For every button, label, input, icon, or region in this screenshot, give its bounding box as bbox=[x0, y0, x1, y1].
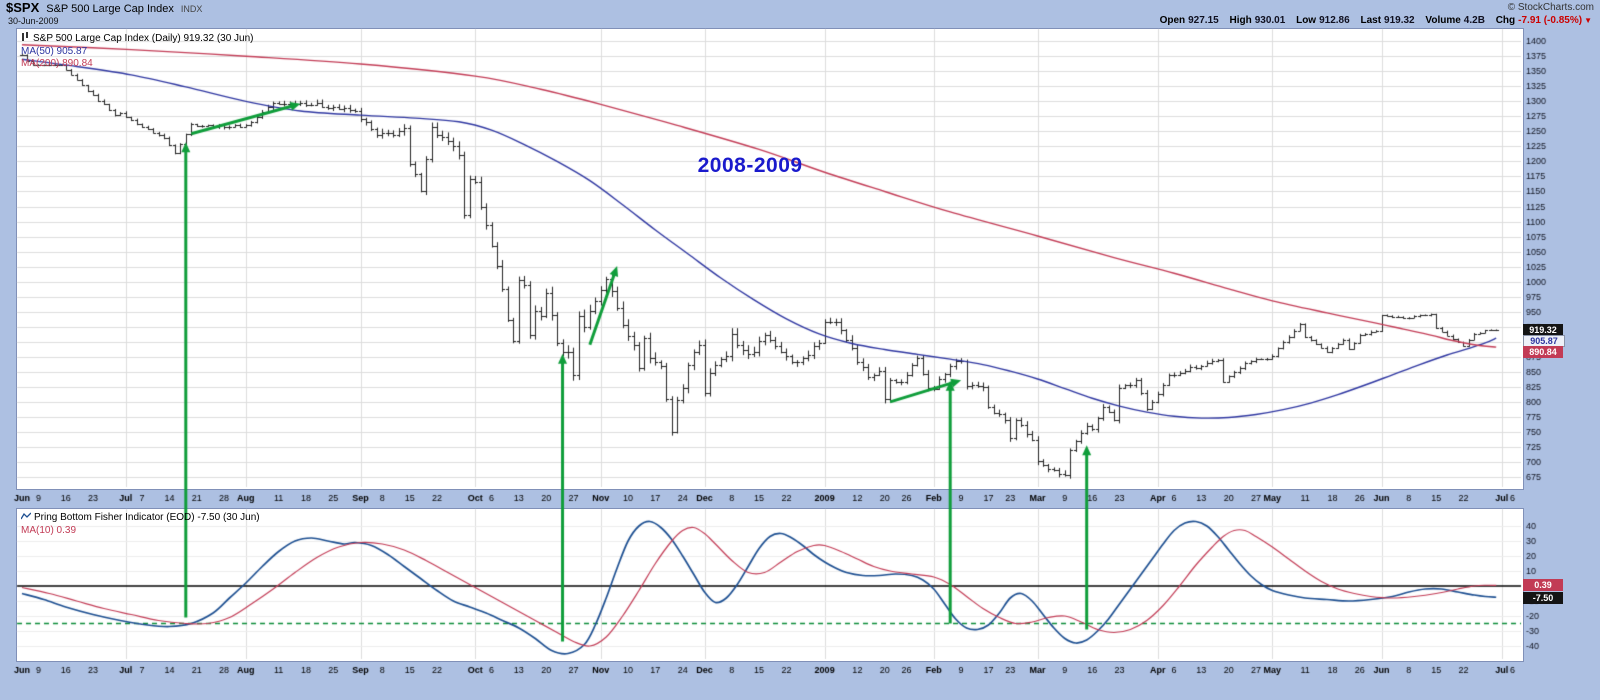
volume-label: Volume bbox=[1425, 15, 1461, 26]
price-legend-ma200: MA(200) 890.84 bbox=[21, 58, 93, 69]
stockcharts-copyright-link[interactable]: © StockCharts.com bbox=[1507, 2, 1594, 13]
legend-candles-icon bbox=[21, 32, 30, 46]
indicator-legend: Pring Bottom Fisher Indicator (EOD) -7.5… bbox=[20, 512, 260, 537]
high-value: 930.01 bbox=[1254, 15, 1286, 26]
last-value: 919.32 bbox=[1384, 15, 1415, 26]
indicator-ma10-value-box: 0.39 bbox=[1523, 579, 1563, 591]
open-value: 927.15 bbox=[1188, 15, 1219, 26]
legend-line-icon bbox=[20, 512, 32, 525]
volume-value: 4.2B bbox=[1463, 15, 1485, 26]
year-annotation: 2008-2009 bbox=[697, 153, 803, 177]
chart-date: 30-Jun-2009 bbox=[8, 16, 59, 26]
exchange-label: INDX bbox=[180, 4, 203, 14]
last-label: Last bbox=[1360, 15, 1382, 26]
price-legend-title: S&P 500 Large Cap Index (Daily) 919.32 (… bbox=[33, 33, 254, 44]
indicator-last-value-box: -7.50 bbox=[1523, 592, 1563, 604]
low-value: 912.86 bbox=[1319, 15, 1350, 26]
indicator-legend-title: Pring Bottom Fisher Indicator (EOD) -7.5… bbox=[34, 512, 260, 523]
price-chart-panel bbox=[16, 28, 1524, 490]
price-legend-ma50: MA(50) 905.87 bbox=[21, 46, 88, 57]
chg-down-triangle-icon: ▼ bbox=[1584, 16, 1592, 25]
index-name: S&P 500 Large Cap Index bbox=[46, 3, 174, 15]
chart-header: $SPX S&P 500 Large Cap Index INDX bbox=[6, 0, 202, 15]
chg-value: -7.91 (-0.85%) bbox=[1518, 15, 1583, 26]
symbol: $SPX bbox=[6, 0, 40, 15]
quote-bar: Open 927.15 High 930.01 Low 912.86 Last 919.… bbox=[1152, 15, 1592, 26]
chg-label: Chg bbox=[1495, 15, 1516, 26]
indicator-legend-ma10: MA(10) 0.39 bbox=[21, 525, 77, 536]
high-label: High bbox=[1229, 15, 1252, 26]
ma200-value-box: 890.84 bbox=[1523, 346, 1563, 358]
low-label: Low bbox=[1296, 15, 1317, 26]
x-axis-labels-bottom bbox=[0, 662, 1600, 680]
open-label: Open bbox=[1159, 15, 1186, 26]
x-axis-labels-top bbox=[0, 490, 1600, 508]
price-legend: S&P 500 Large Cap Index (Daily) 919.32 (… bbox=[21, 32, 254, 70]
